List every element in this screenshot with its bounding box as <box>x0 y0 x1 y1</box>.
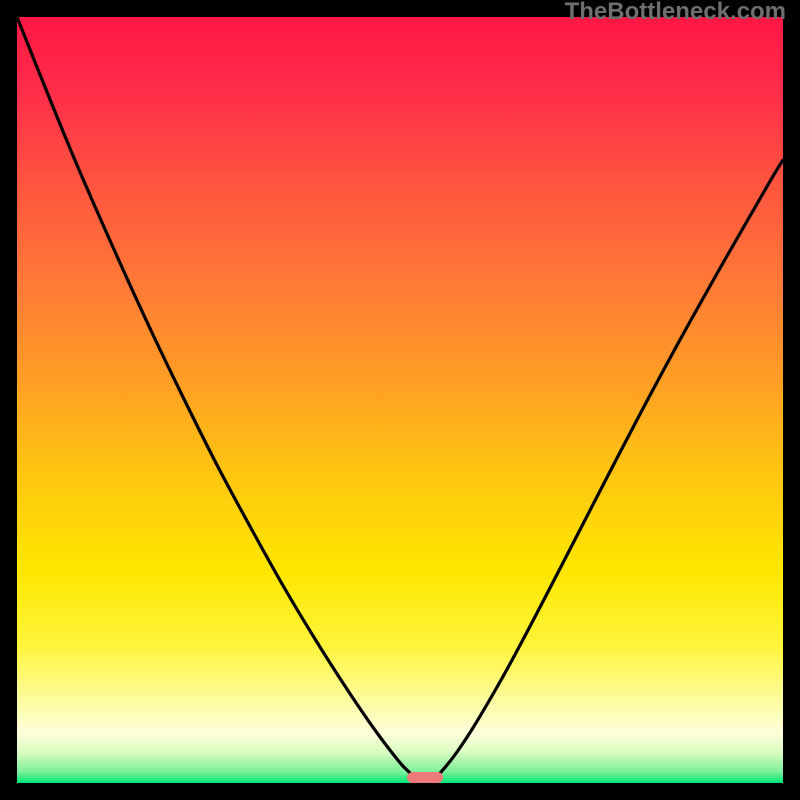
chart-container: TheBottleneck.com <box>0 0 800 800</box>
optimum-marker <box>407 772 443 783</box>
plot-area <box>17 17 783 783</box>
watermark-text: TheBottleneck.com <box>565 0 786 26</box>
bottleneck-curve <box>17 17 783 783</box>
